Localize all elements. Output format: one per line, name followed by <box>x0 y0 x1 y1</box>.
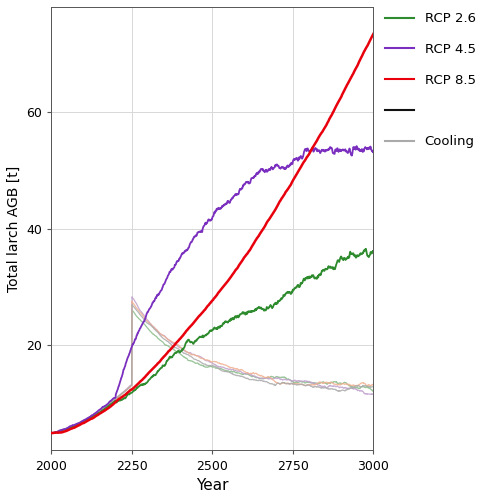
X-axis label: Year: Year <box>196 478 228 493</box>
Legend: RCP 2.6, RCP 4.5, RCP 8.5, , Cooling: RCP 2.6, RCP 4.5, RCP 8.5, , Cooling <box>379 7 480 154</box>
Y-axis label: Total larch AGB [t]: Total larch AGB [t] <box>7 166 21 292</box>
